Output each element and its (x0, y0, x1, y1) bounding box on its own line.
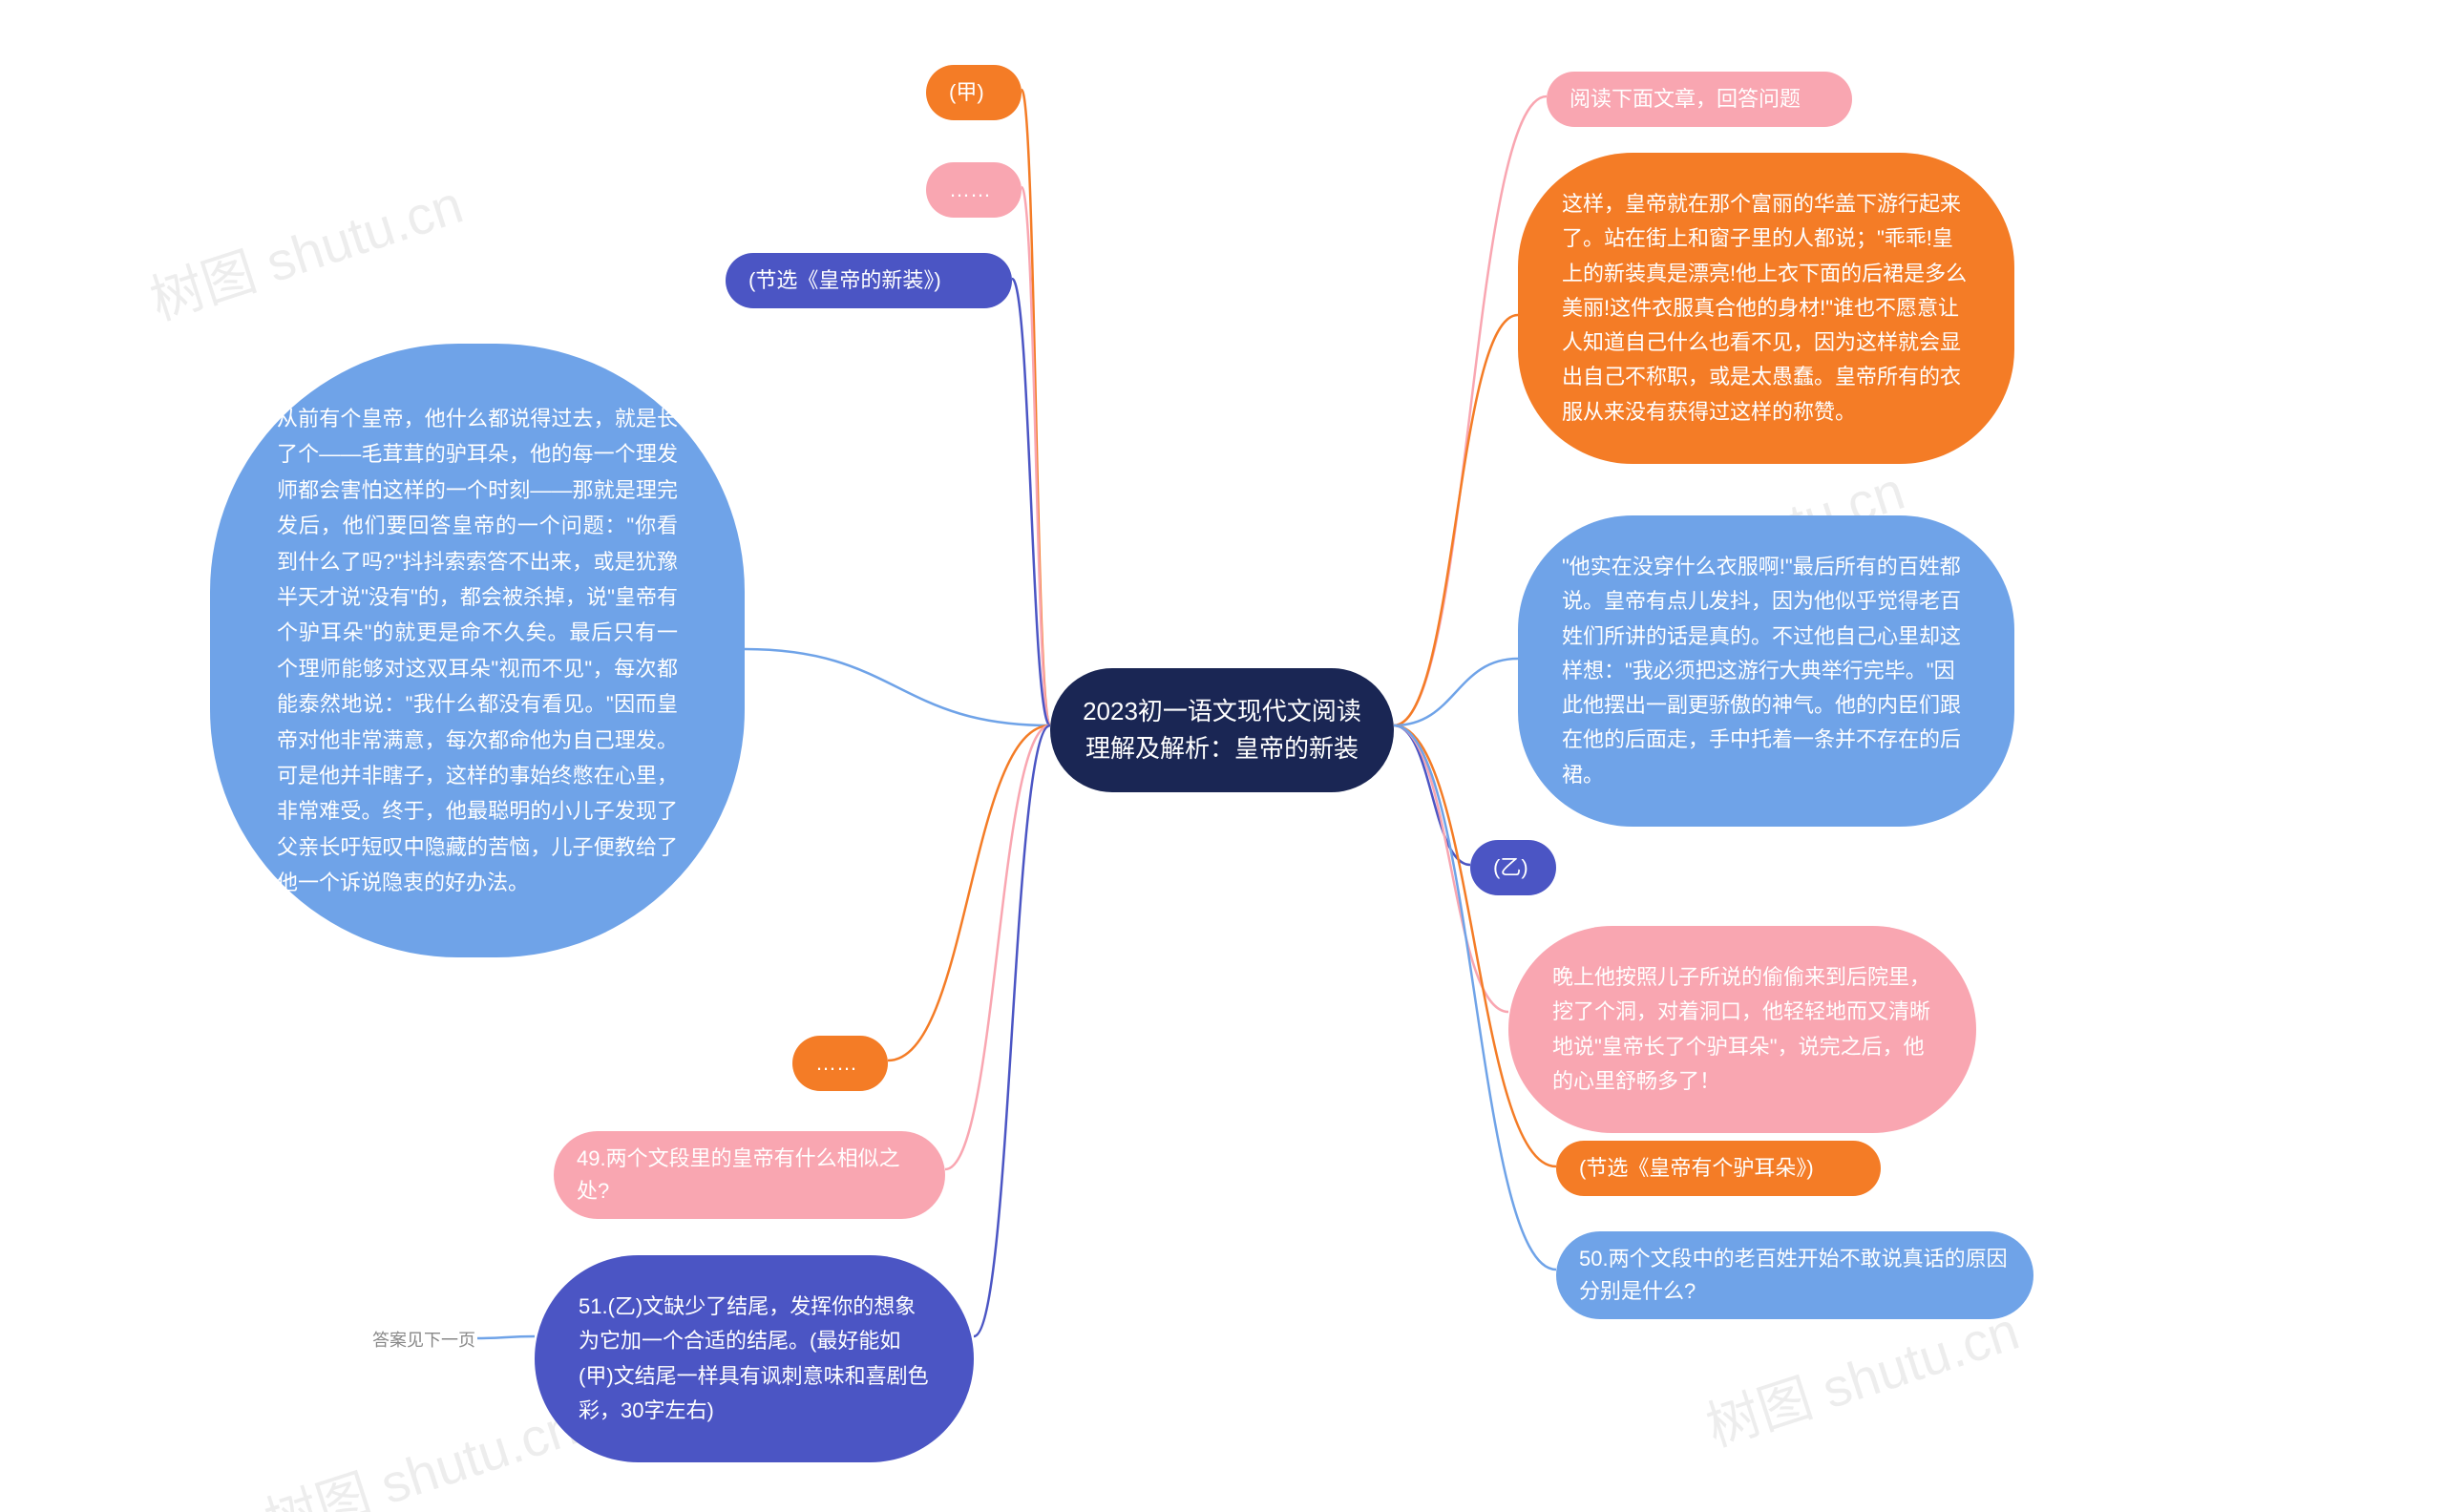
answer-next-page-label: 答案见下一页 (372, 1327, 475, 1352)
node-q50: 50.两个文段中的老百姓开始不敢说真话的原因分别是什么? (1556, 1231, 2033, 1319)
node-q49: 49.两个文段里的皇帝有什么相似之处? (554, 1131, 945, 1219)
node-jia-para1: 这样，皇帝就在那个富丽的华盖下游行起来了。站在街上和窗子里的人都说；"乖乖!皇上… (1518, 153, 2014, 464)
watermark: 树图 shutu.cn (139, 162, 472, 336)
node-q51: 51.(乙)文缺少了结尾，发挥你的想象为它加一个合适的结尾。(最好能如(甲)文结… (535, 1255, 974, 1462)
node-read-prompt: 阅读下面文章，回答问题 (1547, 72, 1852, 127)
node-jia-label: (甲) (926, 65, 1022, 120)
node-yi-para: 晚上他按照儿子所说的偷偷来到后院里，挖了个洞，对着洞口，他轻轻地而又清晰地说"皇… (1508, 926, 1976, 1133)
node-ellipsis-2: …… (792, 1036, 888, 1091)
node-jia-source: (节选《皇帝的新装》) (726, 253, 1012, 308)
node-yi-source: (节选《皇帝有个驴耳朵》) (1556, 1141, 1881, 1196)
node-yi-label: (乙) (1470, 840, 1556, 895)
center-node: 2023初一语文现代文阅读 理解及解析：皇帝的新装 (1050, 668, 1394, 792)
node-jia-para2: "他实在没穿什么衣服啊!"最后所有的百姓都说。皇帝有点儿发抖，因为他似乎觉得老百… (1518, 515, 2014, 827)
watermark: 树图 shutu.cn (254, 1384, 586, 1512)
node-story-text: 从前有个皇帝，他什么都说得过去，就是长了个——毛茸茸的驴耳朵，他的每一个理发师都… (210, 344, 745, 957)
node-ellipsis-1: …… (926, 162, 1022, 218)
